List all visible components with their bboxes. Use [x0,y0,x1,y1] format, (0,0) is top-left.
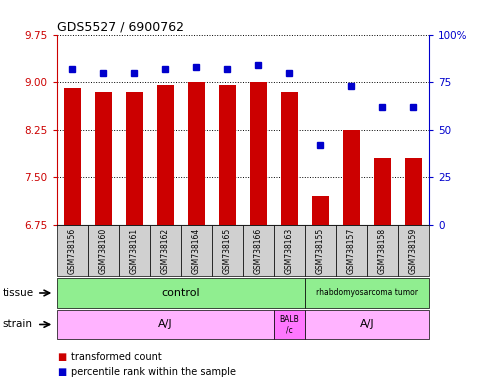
Text: GSM738161: GSM738161 [130,227,139,274]
FancyBboxPatch shape [88,225,119,276]
FancyBboxPatch shape [57,225,88,276]
Text: ■: ■ [57,367,66,377]
Text: GSM738160: GSM738160 [99,227,108,274]
Bar [343,130,360,225]
Text: GDS5527 / 6900762: GDS5527 / 6900762 [57,20,184,33]
Bar [64,88,81,225]
FancyBboxPatch shape [305,278,429,308]
Text: GSM738165: GSM738165 [223,227,232,274]
Bar [188,82,205,225]
Bar [281,92,298,225]
Bar [374,158,391,225]
Text: GSM738157: GSM738157 [347,227,356,274]
FancyBboxPatch shape [57,278,305,308]
FancyBboxPatch shape [181,225,212,276]
Bar [126,92,143,225]
Text: GSM738164: GSM738164 [192,227,201,274]
Text: GSM738158: GSM738158 [378,227,387,274]
Text: GSM738155: GSM738155 [316,227,325,274]
Text: strain: strain [2,319,33,329]
Bar [157,85,174,225]
Text: ■: ■ [57,352,66,362]
FancyBboxPatch shape [119,225,150,276]
FancyBboxPatch shape [367,225,398,276]
Text: GSM738166: GSM738166 [254,227,263,274]
FancyBboxPatch shape [212,225,243,276]
FancyBboxPatch shape [57,310,274,339]
Text: GSM738159: GSM738159 [409,227,418,274]
Text: GSM738162: GSM738162 [161,227,170,274]
FancyBboxPatch shape [274,310,305,339]
Text: A/J: A/J [359,319,374,329]
Bar [95,92,112,225]
Text: tissue: tissue [2,288,34,298]
FancyBboxPatch shape [398,225,429,276]
FancyBboxPatch shape [305,310,429,339]
Bar [405,158,422,225]
Text: GSM738156: GSM738156 [68,227,77,274]
FancyBboxPatch shape [305,225,336,276]
Text: transformed count: transformed count [71,352,162,362]
FancyBboxPatch shape [243,225,274,276]
Bar [312,196,329,225]
Text: rhabdomyosarcoma tumor: rhabdomyosarcoma tumor [316,288,418,298]
Text: A/J: A/J [158,319,173,329]
Text: control: control [161,288,200,298]
FancyBboxPatch shape [274,225,305,276]
Text: percentile rank within the sample: percentile rank within the sample [71,367,237,377]
FancyBboxPatch shape [150,225,181,276]
Text: GSM738163: GSM738163 [285,227,294,274]
Bar [219,85,236,225]
Text: BALB
/c: BALB /c [280,315,299,334]
Bar [250,82,267,225]
FancyBboxPatch shape [336,225,367,276]
